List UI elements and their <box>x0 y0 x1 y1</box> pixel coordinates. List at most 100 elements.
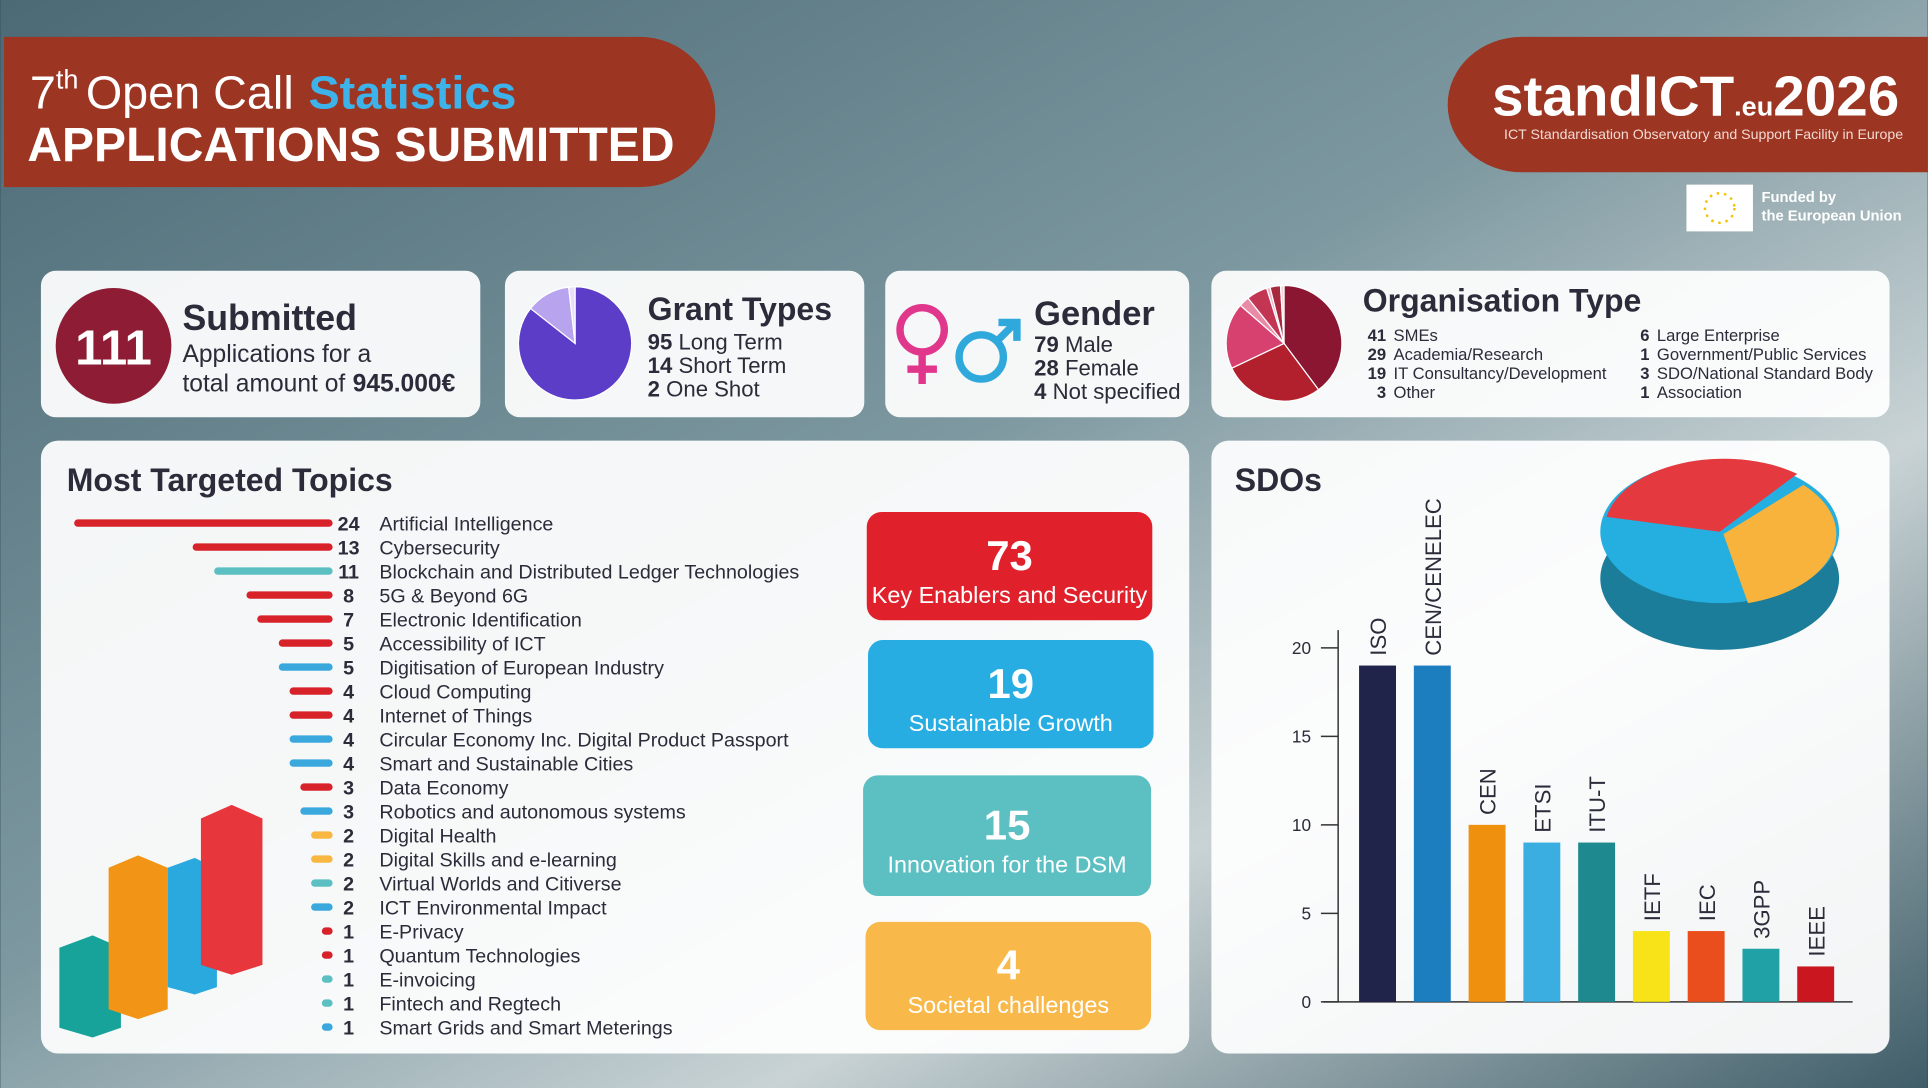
pillar-value: 15 <box>984 801 1031 848</box>
header-banner <box>4 36 716 188</box>
topic-label: E-Privacy <box>379 921 463 943</box>
pie-slice <box>1230 342 1320 402</box>
topic-bar <box>289 735 333 743</box>
pillar-value: 4 <box>997 942 1021 989</box>
topic-label: Data Economy <box>379 777 508 799</box>
logo: standICT.eu2026 <box>1492 65 1899 128</box>
topic-value: 4 <box>343 681 354 703</box>
topic-label: Internet of Things <box>379 705 532 727</box>
legend-label: Other <box>1394 383 1436 402</box>
pillar-value: 19 <box>988 660 1035 707</box>
topic-label: Cloud Computing <box>379 681 531 703</box>
topic-value: 1 <box>343 1017 354 1039</box>
pillar-box <box>863 775 1152 896</box>
submitted-line: total amount of <box>182 370 345 397</box>
pie-slice <box>567 286 576 344</box>
legend-value: 1 <box>1640 345 1649 364</box>
legend-label: SMEs <box>1394 326 1438 345</box>
gender-value: 79 <box>1034 332 1059 357</box>
topic-label: Smart and Sustainable Cities <box>379 753 633 775</box>
sdo-bar <box>1359 665 1396 1002</box>
topic-bar <box>321 927 333 935</box>
legend-value: 41 <box>1368 326 1386 345</box>
decor-pie <box>1600 458 1840 650</box>
pie-slice <box>1283 284 1343 391</box>
pillar-box <box>865 921 1152 1031</box>
topic-label: Digital Health <box>379 825 496 847</box>
topic-label: Robotics and autonomous systems <box>379 801 686 823</box>
topic-label: Blockchain and Distributed Ledger Techno… <box>379 561 799 583</box>
eu-flag <box>1686 184 1753 232</box>
gender-panel <box>885 270 1190 418</box>
pie-slice <box>517 286 633 401</box>
topic-value: 1 <box>343 945 354 967</box>
topic-label: Circular Economy Inc. Digital Product Pa… <box>379 729 789 751</box>
topic-value: 13 <box>338 537 360 559</box>
logo-name: standICT <box>1492 65 1734 128</box>
chart-title: Grant Types <box>648 291 832 327</box>
funded-by-eu: the European Union <box>1762 208 1902 224</box>
pillar-label: Innovation for the DSM <box>888 852 1127 878</box>
topic-label: Cybersecurity <box>379 537 500 559</box>
pie-slice <box>1225 304 1286 369</box>
gender-entry: 79 Male <box>1034 332 1113 357</box>
topic-bar <box>321 999 333 1007</box>
topic-label: Quantum Technologies <box>379 945 580 967</box>
topic-bar <box>321 951 333 959</box>
y-tick-label: 10 <box>1292 815 1311 835</box>
sdo-bar <box>1797 966 1835 1002</box>
sdo-label: 3GPP <box>1750 880 1775 939</box>
topic-value: 7 <box>343 609 354 631</box>
sdo-label: IETF <box>1640 873 1665 921</box>
sdo-bar <box>1413 665 1451 1002</box>
topic-label: Accessibility of ICT <box>379 633 545 655</box>
y-tick-label: 5 <box>1301 904 1311 924</box>
topic-bar <box>321 975 333 983</box>
y-tick-label: 0 <box>1301 992 1311 1012</box>
topic-value: 5 <box>343 633 354 655</box>
topic-value: 1 <box>343 921 354 943</box>
sdo-bar <box>1523 842 1561 1002</box>
topic-bar <box>300 807 333 815</box>
topic-value: 1 <box>343 969 354 991</box>
sdo-bar <box>1632 931 1670 1002</box>
y-tick-label: 15 <box>1292 727 1311 747</box>
legend-label: Academia/Research <box>1394 345 1544 364</box>
topic-bar <box>192 543 333 551</box>
submitted-amount: 945.000€ <box>353 370 456 397</box>
topic-bar <box>311 831 333 839</box>
topic-bar <box>214 567 333 575</box>
topic-value: 2 <box>343 873 354 895</box>
topic-value: 8 <box>343 585 354 607</box>
legend-label: IT Consultancy/Development <box>1394 364 1607 383</box>
legend-value: 95 <box>648 330 673 355</box>
topic-bar <box>300 783 333 791</box>
topic-bar <box>321 1023 333 1031</box>
submitted-amount-line: total amount of 945.000€ <box>182 370 455 397</box>
sdo-label: ETSI <box>1530 783 1555 832</box>
legend-value: 29 <box>1368 345 1386 364</box>
sdo-bar <box>1742 948 1780 1002</box>
topic-value: 5 <box>343 657 354 679</box>
gender-label: Female <box>1065 355 1139 380</box>
logo-year: 2026 <box>1773 65 1899 128</box>
topic-bar <box>311 879 333 887</box>
gender-icons <box>896 304 1021 384</box>
sdo-label: ITU-T <box>1585 776 1610 833</box>
y-tick-label: 20 <box>1292 638 1311 658</box>
topic-value: 24 <box>338 513 360 535</box>
topic-value: 11 <box>338 561 359 583</box>
sdo-bar <box>1578 842 1616 1002</box>
topic-label: Fintech and Regtech <box>379 993 561 1015</box>
pillar-label: Sustainable Growth <box>909 710 1113 736</box>
legend-entry: 95 Long Term <box>648 330 783 355</box>
title-open-call: Open Call <box>86 66 294 118</box>
topic-label: Smart Grids and Smart Meterings <box>379 1017 672 1039</box>
topic-value: 3 <box>343 801 354 823</box>
topic-bar <box>311 855 333 863</box>
topic-value: 3 <box>343 777 354 799</box>
topic-bar <box>278 663 333 671</box>
gender-value: 4 <box>1034 379 1047 404</box>
legend-label: Long Term <box>678 330 782 355</box>
legend-value: 2 <box>648 376 660 401</box>
